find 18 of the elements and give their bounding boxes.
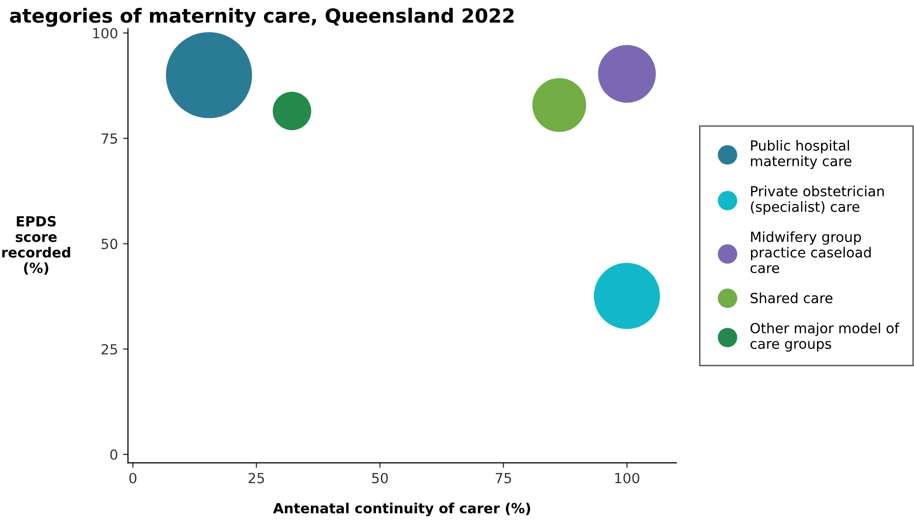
x-tick-label: 75 [496,473,512,484]
x-tick-label: 50 [372,472,388,484]
y-tick-label: 100 [93,28,118,38]
y-tick-label: 0 [110,449,118,460]
legend-label: Other major model of care groups [750,322,900,352]
legend-label: Private obstetrician (specialist) care [750,186,884,215]
legend-label: Midwifery group practice caseload care [750,231,871,274]
legend-label: Public hospital maternity care [751,140,852,169]
y-tick-label: 75 [102,133,118,144]
legend-label: Shared care [750,292,832,304]
x-axis-title: Antenatal continuity of carer (%) [273,502,530,516]
y-tick-label: 25 [102,344,118,355]
y-axis-title: EPDS score recorded (%) [2,216,70,275]
chart-title: ategories of maternity care, Queensland 2022 [10,8,514,27]
x-tick-label: 25 [248,472,264,484]
x-tick-label: 100 [615,472,640,484]
x-tick-label: 0 [129,472,136,484]
y-tick-label: 50 [102,238,118,250]
